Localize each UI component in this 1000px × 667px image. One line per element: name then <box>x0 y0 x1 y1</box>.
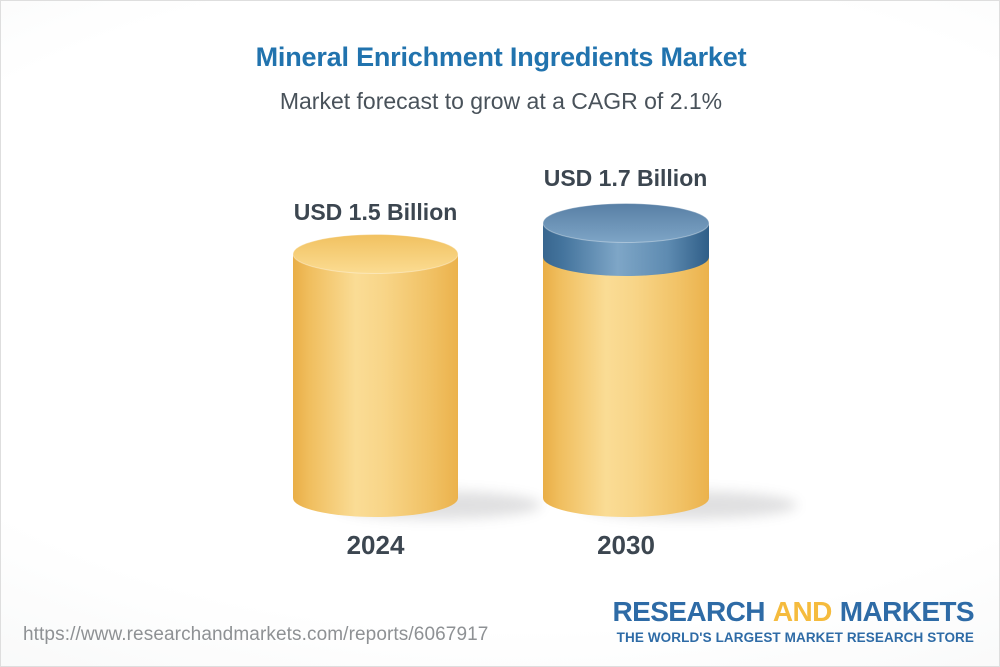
bar-2024-cylinder <box>292 234 541 519</box>
value-label-2024: USD 1.5 Billion <box>293 199 458 225</box>
logo-tagline: THE WORLD'S LARGEST MARKET RESEARCH STOR… <box>616 630 974 645</box>
bar-2024-body <box>293 254 458 517</box>
page-title: Mineral Enrichment Ingredients Market <box>255 42 747 72</box>
logo-word-and: AND <box>772 596 832 627</box>
page-subtitle: Market forecast to grow at a CAGR of 2.1… <box>279 88 723 114</box>
logo-wordmark: RESEARCH AND MARKETS <box>612 596 975 627</box>
bar-2030-body <box>543 257 709 517</box>
research-and-markets-logo: RESEARCH AND MARKETS THE WORLD'S LARGEST… <box>612 596 975 646</box>
bar-2030-cylinder <box>542 203 797 519</box>
cylinder-bar-chart <box>292 203 797 519</box>
category-label-2030: 2030 <box>597 530 655 560</box>
report-url: https://www.researchandmarkets.com/repor… <box>23 624 489 645</box>
bar-2024-top-face <box>292 234 459 274</box>
value-label-2030: USD 1.7 Billion <box>543 165 708 191</box>
category-label-2024: 2024 <box>346 530 405 560</box>
logo-word-research: RESEARCH <box>612 596 766 627</box>
logo-word-markets: MARKETS <box>839 596 975 627</box>
bar-2030-growth-cap-top-face <box>542 203 710 243</box>
